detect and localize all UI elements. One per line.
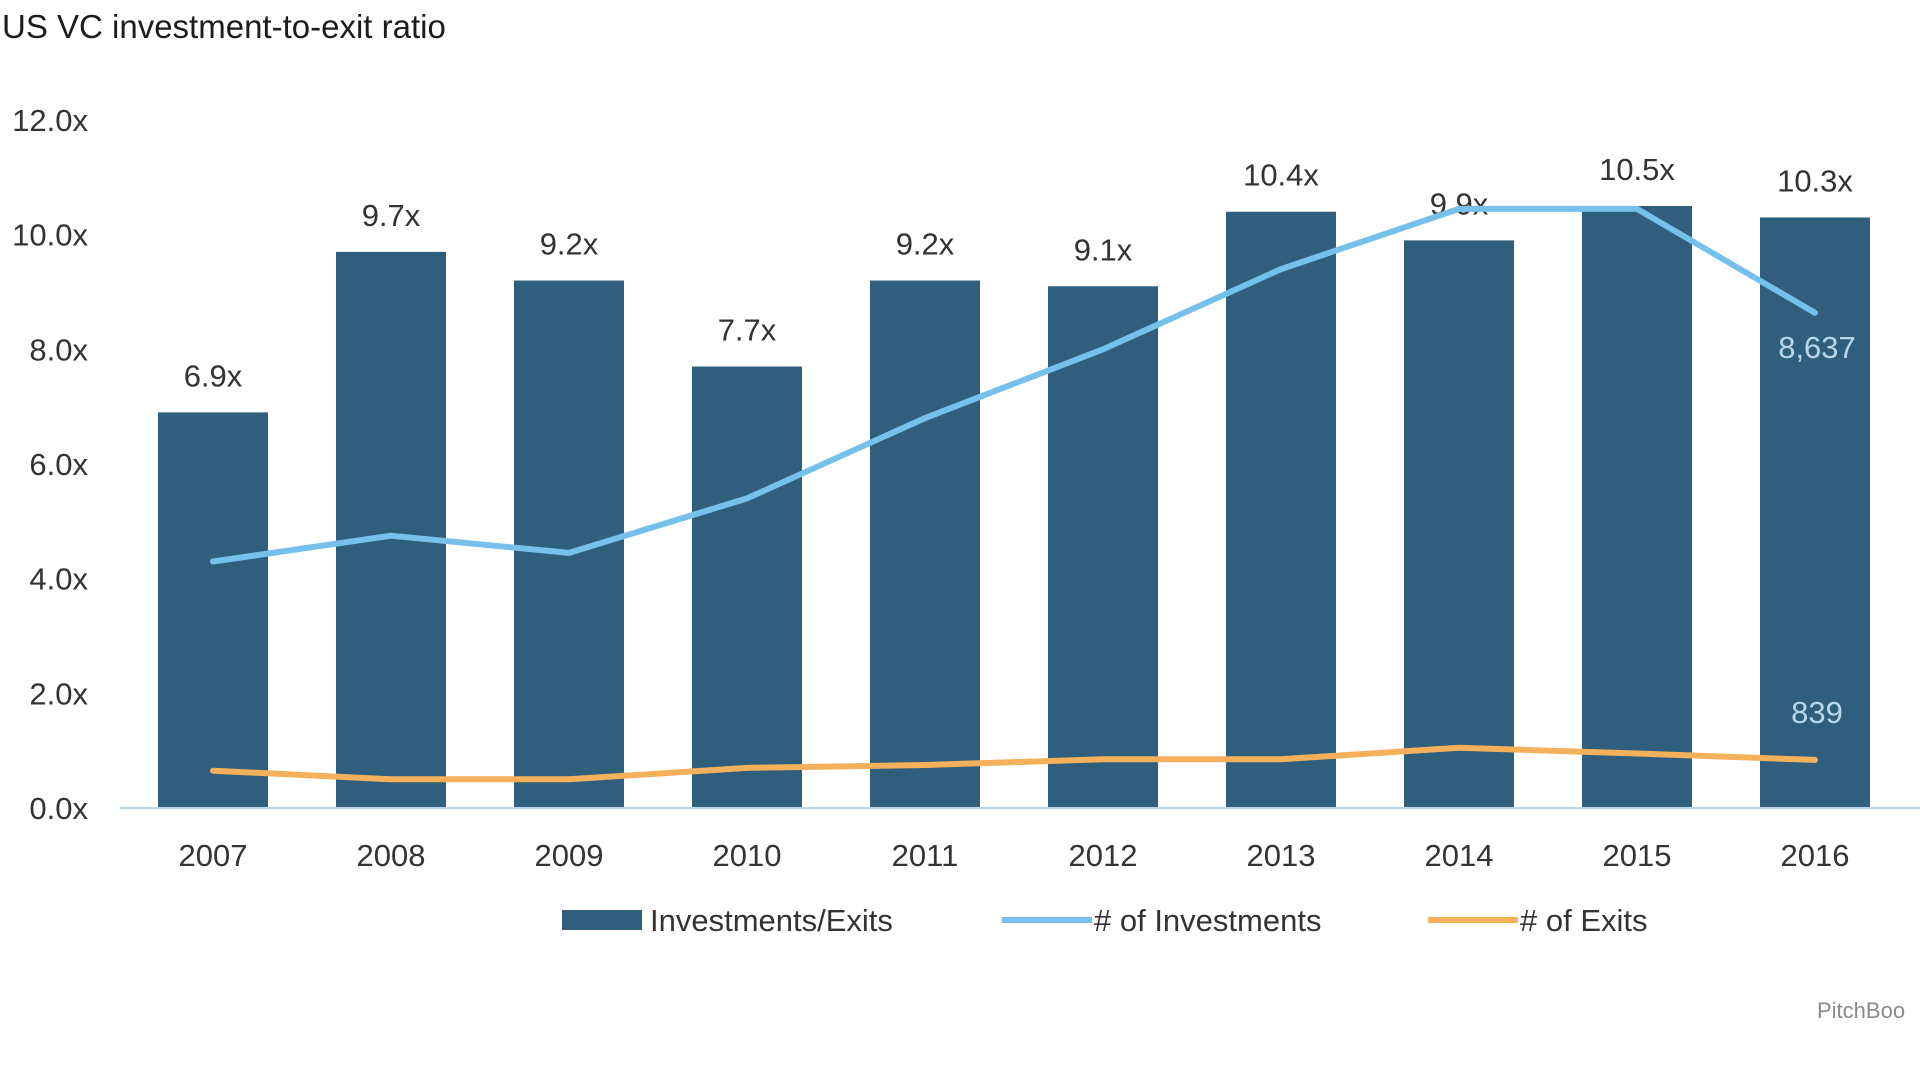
bar-value-label: 10.4x: [1243, 158, 1319, 193]
bar: [1048, 286, 1158, 808]
bar-value-label: 10.5x: [1599, 152, 1675, 187]
bar: [158, 412, 268, 808]
investments-line: [210, 205, 1818, 565]
investments-end-label: 8,637: [1778, 330, 1856, 365]
y-tick-label: 12.0x: [12, 103, 88, 138]
source-credit: PitchBoo: [1817, 998, 1906, 1023]
x-tick-label: 2011: [892, 838, 959, 873]
y-tick-label: 10.0x: [12, 218, 88, 253]
bar-value-label: 10.3x: [1777, 163, 1853, 198]
line-end-labels: 8,637 839: [1778, 330, 1856, 730]
x-tick-label: 2007: [179, 838, 248, 873]
bar: [336, 251, 446, 808]
legend: Investments/Exits # of Investments # of Ex…: [562, 903, 1648, 938]
bar-series: [158, 206, 1870, 808]
bar-value-label: 9.7x: [362, 198, 421, 233]
y-axis-ticks: 0.0x 2.0x 4.0x 6.0x 8.0x 10.0x 12.0x: [12, 103, 88, 826]
legend-label: # of Exits: [1520, 903, 1648, 938]
legend-swatch-bar: [562, 910, 642, 930]
x-tick-label: 2013: [1247, 838, 1316, 873]
bar-value-label: 7.7x: [718, 313, 777, 348]
y-tick-label: 8.0x: [29, 332, 88, 367]
bar-value-label: 9.1x: [1074, 232, 1133, 267]
y-tick-label: 2.0x: [29, 676, 88, 711]
x-tick-label: 2016: [1781, 838, 1850, 873]
x-tick-label: 2010: [713, 838, 782, 873]
bar: [1760, 217, 1870, 808]
x-tick-label: 2009: [535, 838, 604, 873]
legend-label: # of Investments: [1094, 903, 1321, 938]
chart-title: US VC investment-to-exit ratio: [2, 8, 446, 45]
exits-line: [210, 744, 1818, 783]
x-axis-ticks: 2007 2008 2009 2010 2011 2012 2013 2014 2015 2016: [179, 838, 1850, 873]
x-tick-label: 2015: [1603, 838, 1672, 873]
bar: [1226, 211, 1336, 808]
bar: [692, 366, 802, 808]
legend-label: Investments/Exits: [650, 903, 893, 938]
bar-value-label: 6.9x: [184, 358, 243, 393]
bar: [514, 280, 624, 808]
x-tick-label: 2012: [1069, 838, 1138, 873]
bar: [870, 280, 980, 808]
y-tick-label: 6.0x: [29, 447, 88, 482]
line-series: [210, 205, 1818, 783]
bar-value-label: 9.2x: [896, 227, 955, 262]
y-tick-label: 0.0x: [29, 791, 88, 826]
bar-value-label: 9.2x: [540, 227, 599, 262]
y-tick-label: 4.0x: [29, 562, 88, 597]
bar: [1404, 240, 1514, 808]
bar: [1582, 206, 1692, 808]
exits-end-label: 839: [1791, 695, 1843, 730]
x-tick-label: 2008: [357, 838, 426, 873]
x-tick-label: 2014: [1425, 838, 1494, 873]
